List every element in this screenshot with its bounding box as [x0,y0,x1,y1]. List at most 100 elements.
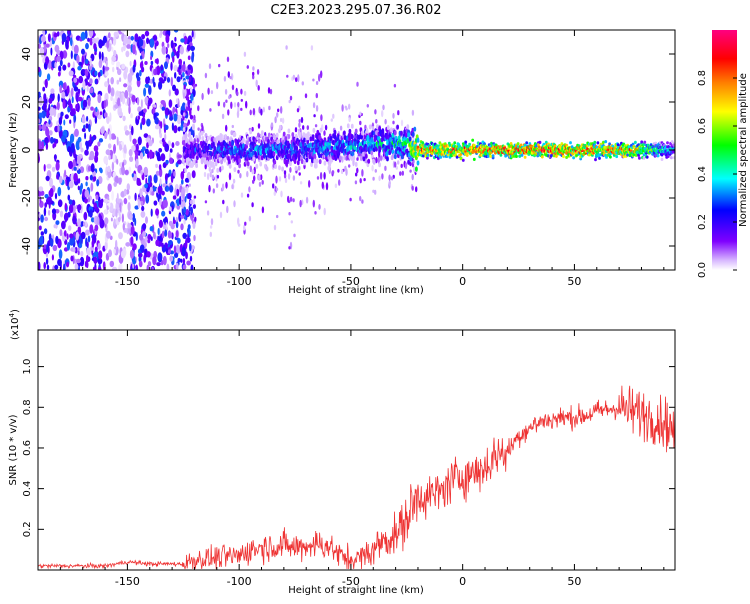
heat-noise-point [174,88,179,96]
heat-halo-point [210,218,214,226]
heat-noise-point [124,89,129,99]
heat-noise-point [178,58,183,66]
heat-noise-point [84,189,90,198]
heat-noise-point [69,119,72,124]
heat-halo-point [384,118,387,125]
heat-halo-point [248,215,252,222]
heat-halo-point [384,165,387,171]
heat-noise-point [131,94,136,103]
heat-halo-point [338,179,341,186]
heat-halo-point [318,73,321,82]
heat-halo-point [392,120,395,125]
heat-noise-point [94,51,97,56]
heat-noise-point [38,212,41,219]
heat-noise-point [107,165,111,173]
heat-noise-point [76,165,79,171]
heat-noise-point [68,204,74,214]
heat-noise-point [124,169,129,176]
heat-halo-point [390,176,394,181]
heat-signal-point [393,130,397,136]
heat-halo-point [206,210,210,216]
heat-noise-point [68,199,73,205]
heat-noise-point [187,224,191,230]
heat-signal-point [499,153,503,157]
heat-noise-point [174,252,179,258]
heat-noise-point [78,75,84,84]
heat-noise-point [137,106,142,113]
heat-noise-point [138,111,143,116]
heat-halo-point [258,174,261,181]
heat-halo-point [359,178,362,184]
heat-noise-point [143,108,147,113]
heat-noise-point [139,69,142,77]
heat-noise-point [176,188,180,197]
heat-noise-point [178,64,182,70]
heat-noise-point [127,202,131,212]
heat-noise-point [57,199,63,208]
heat-noise-point [77,88,81,95]
heat-signal-point [370,137,374,143]
heat-halo-point [269,88,273,95]
heat-noise-point [161,242,164,248]
heat-noise-point [173,113,178,122]
heat-noise-point [181,102,186,111]
heat-halo-point [203,172,207,177]
heat-signal-point [520,153,524,157]
heat-noise-point [45,257,49,265]
heat-halo-point [330,118,333,122]
spectrogram-ytick-label: 0 [20,147,33,154]
heat-noise-point [160,30,163,36]
heat-signal-point [339,155,342,161]
heat-noise-point [158,81,163,90]
heat-signal-point [400,154,404,160]
heat-noise-point [66,261,70,268]
heat-signal-point [538,140,542,144]
heat-signal-point [509,142,513,146]
heat-halo-point [372,176,375,181]
heat-halo-point [292,198,295,203]
heat-noise-point [147,98,152,107]
colorbar-tick-label: 0.4 [697,166,708,182]
heat-signal-point [282,131,286,137]
heat-noise-point [76,54,80,64]
heat-noise-point [130,35,134,41]
heat-signal-point [572,156,575,160]
heat-noise-point [175,141,180,146]
heat-noise-point [121,63,126,70]
heat-signal-point [208,155,212,161]
heat-noise-point [126,96,130,106]
heat-noise-point [101,51,104,61]
heat-noise-point [116,136,119,146]
heat-noise-point [165,159,169,165]
heat-signal-point [195,162,199,168]
heat-halo-point [312,102,316,109]
heat-noise-point [155,163,159,168]
heat-halo-point [260,108,263,116]
heat-halo-point [363,178,366,182]
heat-signal-point [372,159,376,165]
heat-halo-point [356,157,359,161]
heat-noise-point [173,171,176,177]
heat-noise-point [113,181,117,187]
heat-signal-point [311,157,314,163]
heat-halo-point [184,117,187,122]
heat-noise-point [167,140,171,147]
heat-noise-point [147,261,152,267]
heat-signal-point [281,166,284,172]
heat-halo-point [258,106,261,114]
heat-noise-point [183,122,188,128]
heat-signal-point [267,139,270,144]
heat-signal-point [640,140,644,144]
heat-noise-point [168,240,173,245]
heat-noise-point [42,57,46,64]
heat-halo-point [372,189,375,193]
heat-signal-point [305,157,309,163]
heat-signal-point [397,135,401,141]
heat-noise-point [111,190,114,201]
heat-signal-point [638,156,641,160]
heat-signal-point [375,124,379,130]
heat-noise-point [116,158,119,165]
heat-noise-point [85,58,89,65]
heat-noise-point [119,202,122,212]
